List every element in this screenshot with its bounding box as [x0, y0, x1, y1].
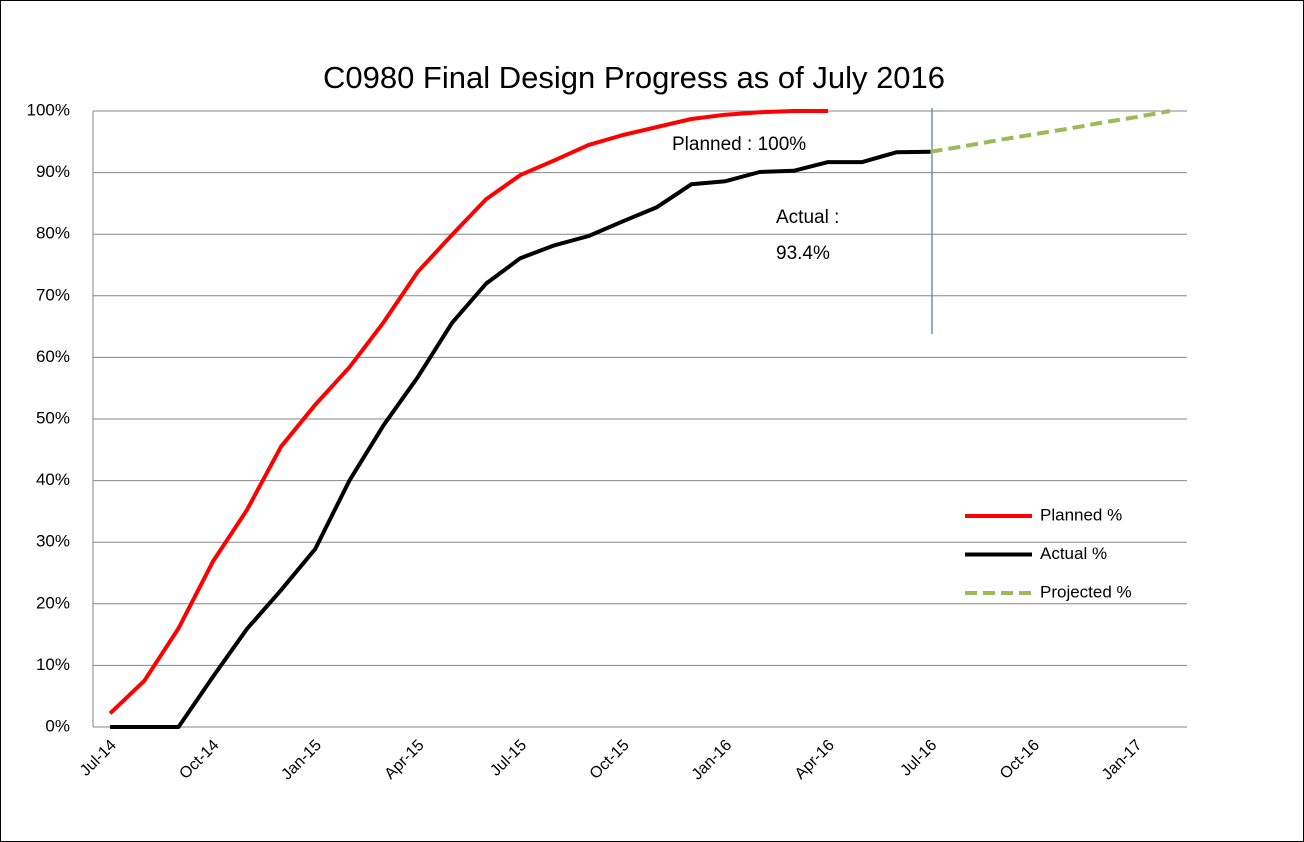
y-tick-label: 60%: [36, 347, 70, 366]
y-tick-label: 30%: [36, 532, 70, 551]
legend-label: Projected %: [1040, 582, 1132, 601]
annotation: Actual :: [776, 207, 839, 228]
legend-label: Planned %: [1040, 505, 1122, 524]
y-tick-label: 90%: [36, 162, 70, 181]
series-line: [110, 149, 931, 729]
annotation: Planned : 100%: [672, 134, 806, 155]
y-tick-label: 20%: [36, 593, 70, 612]
legend-label: Actual %: [1040, 544, 1107, 563]
y-tick-label: 10%: [36, 655, 70, 674]
series-line: [930, 109, 1171, 154]
y-tick-label: 50%: [36, 408, 70, 427]
y-tick-label: 40%: [36, 470, 70, 489]
y-tick-label: 80%: [36, 224, 70, 243]
annotation: 93.4%: [776, 243, 830, 264]
y-tick-label: 100%: [27, 100, 70, 119]
y-tick-label: 0%: [45, 716, 70, 735]
series-line: [108, 109, 828, 715]
chart-title: C0980 Final Design Progress as of July 2…: [323, 60, 945, 95]
y-tick-label: 70%: [36, 285, 70, 304]
